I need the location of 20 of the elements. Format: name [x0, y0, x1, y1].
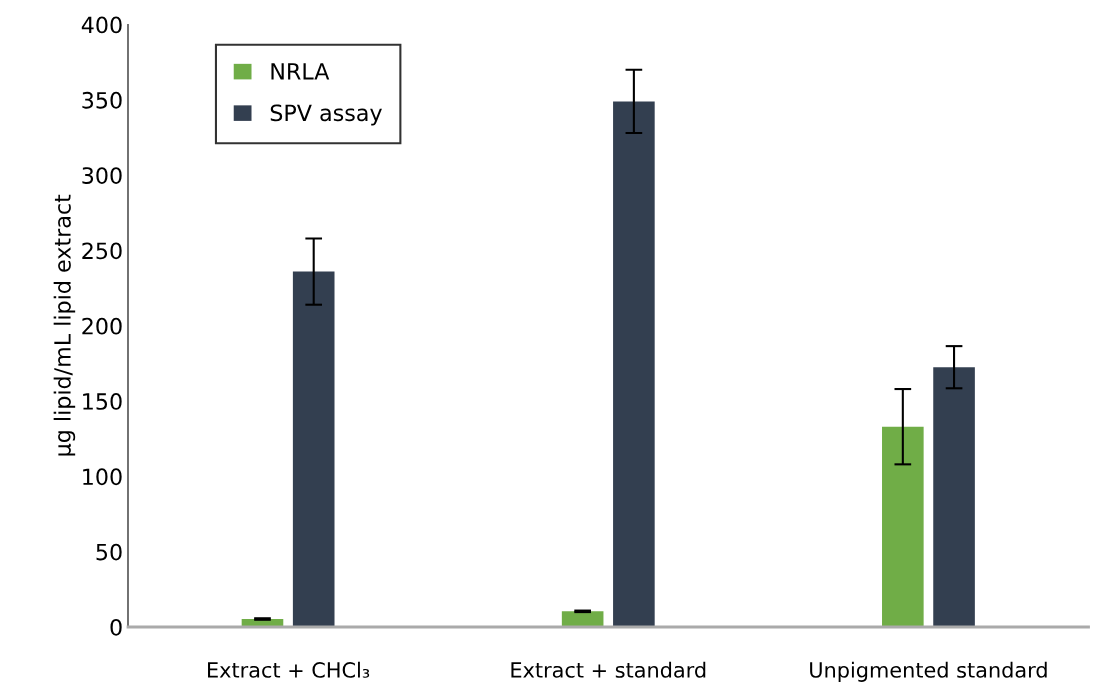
y-tick-label: 100	[83, 468, 122, 486]
legend-label: SPV assay	[270, 104, 382, 126]
x-tick-label: Extract + standard	[511, 661, 706, 678]
bar	[613, 101, 655, 627]
x-tick-label: Unpigmented standard	[810, 661, 1047, 682]
y-tick-label: 0	[110, 618, 122, 636]
y-tick-label: 400	[81, 16, 122, 34]
y-tick-label: 150	[83, 393, 122, 410]
bar	[561, 611, 604, 627]
y-tick-label: 250	[82, 242, 122, 260]
x-tick-label: Extract + CHCl₃	[208, 661, 370, 678]
bar	[882, 426, 924, 627]
bar	[933, 367, 975, 627]
y-tick-label: 300	[82, 167, 122, 184]
y-tick-label: 350	[82, 91, 122, 109]
y-tick-label: 200	[82, 317, 122, 335]
bar	[292, 271, 335, 627]
legend-label: NRLA	[271, 63, 330, 80]
y-axis-title: µg lipid/mL lipid extract	[53, 194, 76, 456]
y-tick-label: 50	[96, 543, 122, 561]
